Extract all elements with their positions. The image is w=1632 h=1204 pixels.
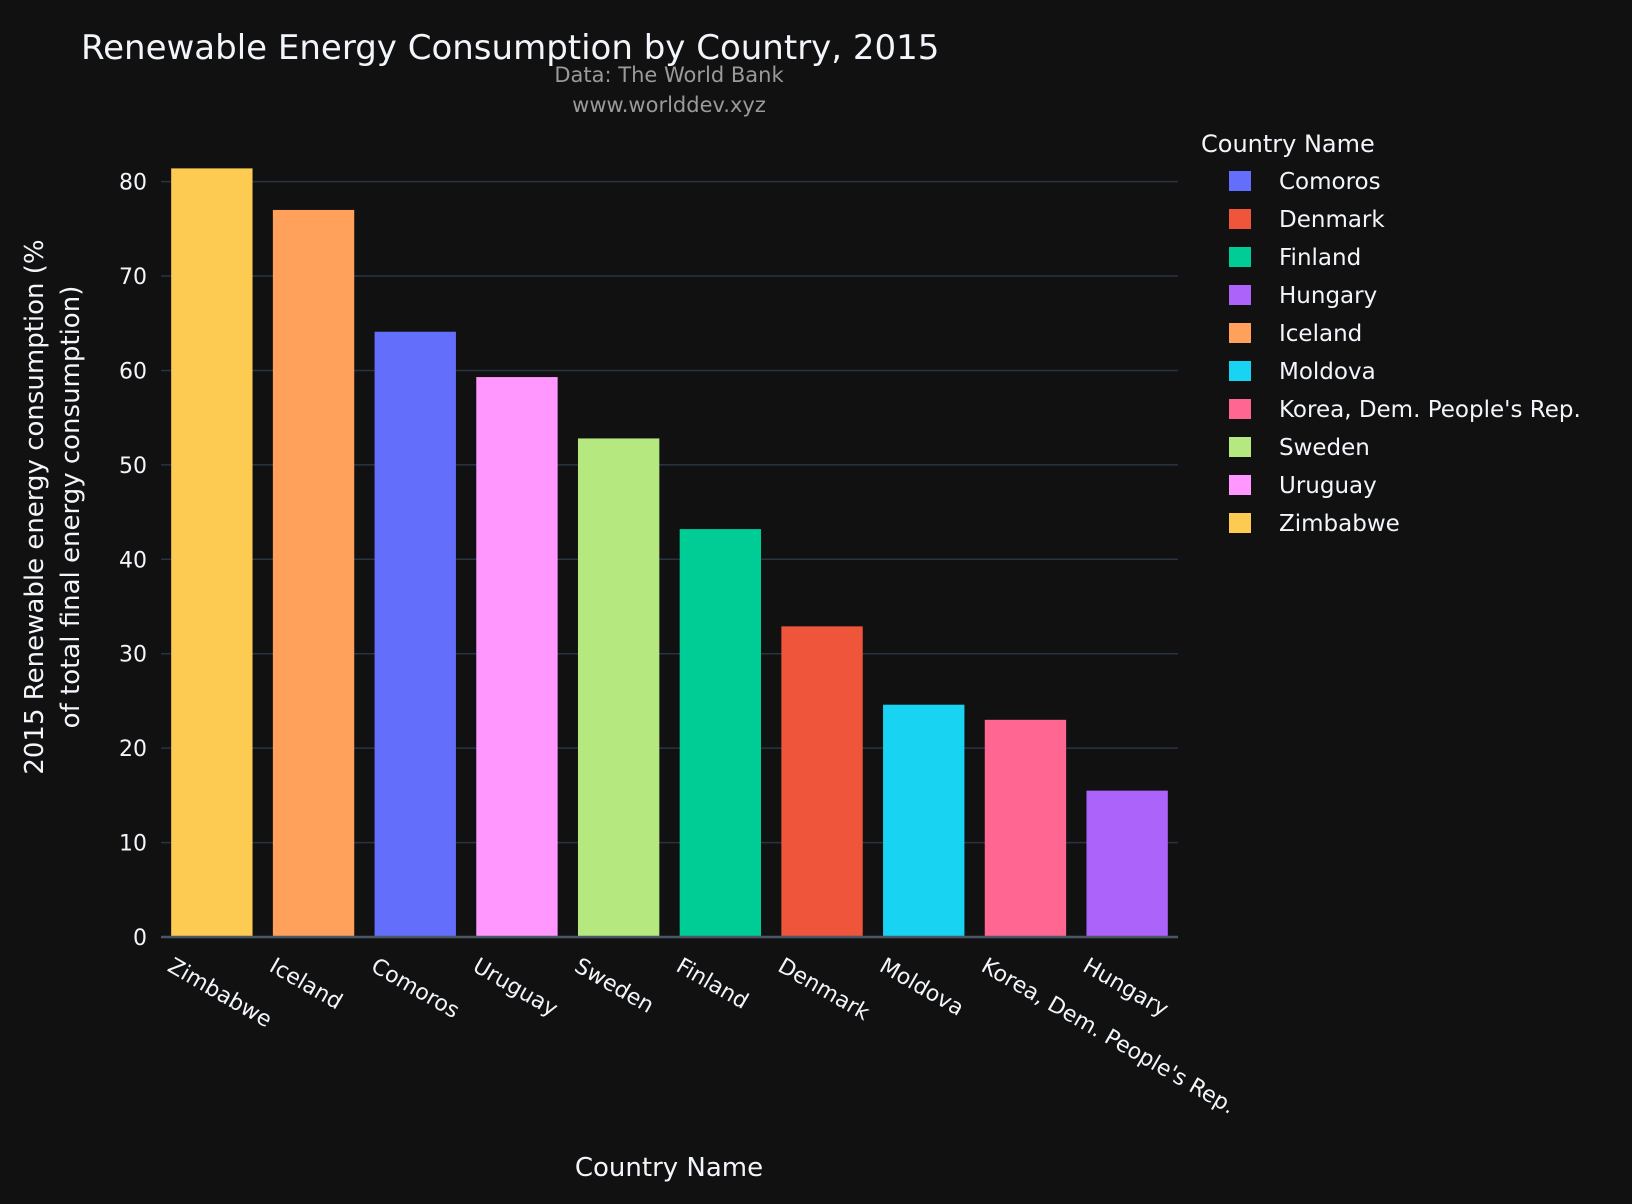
- bar-finland[interactable]: [679, 529, 762, 937]
- y-tick-label: 0: [133, 926, 147, 951]
- legend-label: Denmark: [1279, 207, 1385, 233]
- y-axis-label-line-1: 2015 Renewable energy consumption (%: [20, 239, 50, 774]
- bar-korea-dem-people-s-rep[interactable]: [984, 719, 1067, 937]
- y-tick-label: 10: [119, 832, 147, 857]
- legend-label: Sweden: [1279, 435, 1370, 461]
- legend-swatch: [1229, 323, 1251, 343]
- y-axis-label-line-2: of total final energy consumption): [56, 286, 86, 729]
- legend-label: Uruguay: [1279, 473, 1377, 499]
- legend-label: Comoros: [1279, 169, 1381, 195]
- legend-swatch: [1229, 171, 1251, 191]
- legend-swatch: [1229, 437, 1251, 457]
- bar-sweden[interactable]: [577, 438, 660, 937]
- legend-swatch: [1229, 513, 1251, 533]
- bar-layer: [171, 168, 1168, 938]
- bar-uruguay[interactable]: [476, 377, 558, 938]
- y-tick-label: 30: [119, 643, 147, 668]
- x-tick-label: Iceland: [265, 954, 346, 1015]
- legend-swatch: [1229, 361, 1251, 381]
- bar-moldova[interactable]: [883, 704, 965, 937]
- legend-title: Country Name: [1201, 130, 1375, 158]
- x-tick-label: Finland: [672, 954, 753, 1015]
- y-tick-label: 20: [119, 737, 147, 762]
- legend-label: Moldova: [1279, 359, 1376, 385]
- legend-swatch: [1229, 399, 1251, 419]
- x-tick-label: Sweden: [570, 954, 658, 1019]
- bar-hungary[interactable]: [1086, 790, 1168, 937]
- x-tick-label: Hungary: [1079, 954, 1173, 1023]
- legend: Country Name Comoros Denmark Finland Hungar…: [1201, 130, 1581, 537]
- legend-item[interactable]: Finland: [1229, 245, 1361, 271]
- y-tick-label: 70: [119, 265, 147, 290]
- legend-label: Korea, Dem. People's Rep.: [1279, 397, 1581, 423]
- y-tick-label: 60: [119, 359, 147, 384]
- legend-item[interactable]: Korea, Dem. People's Rep.: [1229, 397, 1581, 423]
- chart-title: Renewable Energy Consumption by Country,…: [81, 28, 939, 68]
- legend-item[interactable]: Uruguay: [1229, 473, 1377, 499]
- source-line-2: www.worlddev.xyz: [572, 93, 766, 117]
- x-axis-label: Country Name: [575, 1153, 763, 1183]
- x-tick-label: Zimbabwe: [163, 954, 276, 1033]
- x-tick-label: Uruguay: [468, 954, 561, 1022]
- legend-swatch: [1229, 209, 1251, 229]
- legend-swatch: [1229, 285, 1251, 305]
- legend-label: Zimbabwe: [1279, 511, 1400, 537]
- x-tick-label: Comoros: [367, 954, 464, 1024]
- x-tick-label: Denmark: [773, 954, 873, 1026]
- source-line-1: Data: The World Bank: [554, 63, 784, 87]
- legend-label: Finland: [1279, 245, 1361, 271]
- legend-item[interactable]: Hungary: [1229, 283, 1377, 309]
- legend-swatch: [1229, 247, 1251, 267]
- y-tick-label: 40: [119, 548, 147, 573]
- bar-iceland[interactable]: [272, 209, 355, 937]
- legend-item[interactable]: Zimbabwe: [1229, 511, 1400, 537]
- legend-item[interactable]: Iceland: [1229, 321, 1362, 347]
- bar-zimbabwe[interactable]: [171, 168, 253, 938]
- legend-items: Comoros Denmark Finland Hungary Iceland Moldo…: [1229, 169, 1581, 537]
- legend-item[interactable]: Denmark: [1229, 207, 1385, 233]
- legend-swatch: [1229, 475, 1251, 495]
- legend-item[interactable]: Moldova: [1229, 359, 1376, 385]
- bar-comoros[interactable]: [374, 331, 456, 937]
- legend-item[interactable]: Comoros: [1229, 169, 1381, 195]
- legend-label: Hungary: [1279, 283, 1377, 309]
- x-tick-label: Moldova: [875, 954, 968, 1022]
- legend-item[interactable]: Sweden: [1229, 435, 1370, 461]
- legend-label: Iceland: [1279, 321, 1362, 347]
- y-tick-label: 80: [119, 171, 147, 196]
- y-tick-label: 50: [119, 454, 147, 479]
- bar-denmark[interactable]: [781, 626, 863, 937]
